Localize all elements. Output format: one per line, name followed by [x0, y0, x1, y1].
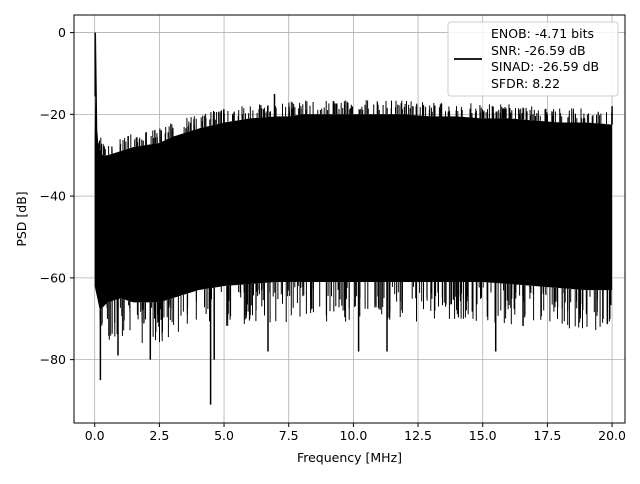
legend-box — [447, 21, 619, 97]
x-tick-label: 15.0 — [469, 428, 497, 443]
legend-line-1: ENOB: -4.71 bits — [491, 26, 594, 41]
y-axis-label: PSD [dB] — [14, 191, 29, 246]
peaks — [94, 32, 613, 405]
x-tick-label: 10.0 — [339, 428, 367, 443]
noise-band — [94, 32, 613, 311]
y-ticks: 0 −20 −40 −60 −80 — [40, 25, 74, 367]
x-tick-label: 2.5 — [149, 428, 169, 443]
x-tick-label: 12.5 — [404, 428, 432, 443]
legend: ENOB: -4.71 bits SNR: -26.59 dB SINAD: -… — [447, 21, 619, 97]
x-axis-label: Frequency [MHz] — [297, 450, 402, 465]
plot-frame — [73, 14, 626, 424]
y-tick-label: −60 — [40, 270, 66, 285]
x-tick-label: 0.0 — [85, 428, 105, 443]
y-tick-label: −80 — [40, 352, 66, 367]
y-tick-label: −20 — [40, 107, 66, 122]
x-tick-label: 5.0 — [214, 428, 234, 443]
x-ticks: 0.0 2.5 5.0 7.5 10.0 12.5 15.0 17.5 20.0 — [85, 423, 626, 443]
legend-line-2: SNR: -26.59 dB — [491, 43, 586, 58]
x-tick-label: 17.5 — [533, 428, 561, 443]
x-tick-label: 20.0 — [598, 428, 626, 443]
y-tick-label: 0 — [58, 25, 66, 40]
noise-lines — [98, 100, 613, 343]
y-tick-label: −40 — [40, 189, 66, 204]
legend-line-3: SINAD: -26.59 dB — [491, 59, 599, 74]
legend-line-4: SFDR: 8.22 — [491, 76, 560, 91]
x-tick-label: 7.5 — [279, 428, 299, 443]
